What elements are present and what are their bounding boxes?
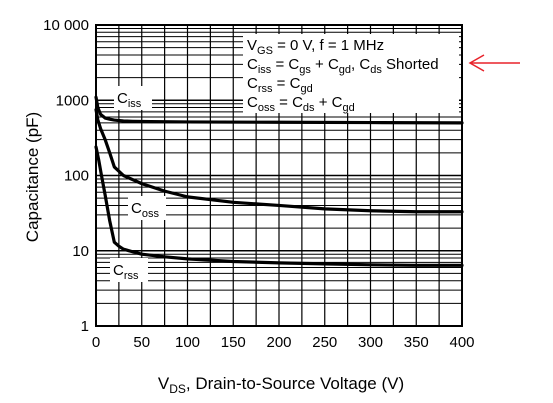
crss-label-bg [110, 258, 148, 282]
series-labels: Ciss Coss Crss [110, 86, 166, 282]
x-axis-label-rest: , Drain-to-Source Voltage (V) [186, 374, 404, 393]
x-tick-label: 200 [266, 334, 291, 351]
x-tick-label: 100 [175, 334, 200, 351]
y-tick-label: 1 [81, 318, 89, 335]
x-tick-label: 400 [449, 334, 474, 351]
y-tick-label: 10 000 [43, 17, 89, 34]
condition-line: VGS = 0 V, f = 1 MHz [247, 37, 384, 57]
coss-label: Coss [131, 200, 159, 220]
condition-line: Coss = Cds + Cgd [247, 94, 355, 114]
x-axis-label: VDS, Drain-to-Source Voltage (V) [158, 374, 404, 396]
y-axis-label: Capacitance (pF) [23, 112, 42, 242]
y-tick-label: 100 [64, 168, 89, 185]
ciss-label-bg [114, 86, 152, 110]
coss-line [94, 108, 464, 214]
y-tick-label: 10 [72, 243, 89, 260]
plot-frame [95, 24, 463, 327]
x-tick-label: 300 [358, 334, 383, 351]
series-lines [94, 95, 464, 267]
condition-line: Crss = Cgd [247, 75, 313, 95]
y-tick-label: 1000 [56, 92, 89, 109]
x-tick-label: 150 [221, 334, 246, 351]
ciss-label: Ciss [117, 90, 142, 110]
x-axis-label-sub: DS [169, 382, 186, 396]
annotation-arrow-head [468, 54, 485, 72]
x-axis-label-main: V [158, 374, 170, 393]
crss-label: Crss [113, 262, 139, 282]
conditions-bg [243, 34, 459, 113]
x-tick-label: 50 [133, 334, 150, 351]
ciss-line [94, 95, 464, 125]
condition-line: Ciss = Cgs + Cgd, Cds Shorted [247, 56, 439, 76]
annotation-arrow [468, 54, 520, 72]
x-tick-label: 250 [312, 334, 337, 351]
coss-label-bg [128, 196, 166, 220]
x-tick-label: 350 [404, 334, 429, 351]
crss-line [94, 145, 464, 267]
tick-labels: 0 50 100 150 200 250 300 350 400 1 10 100 1000 10 000 [43, 17, 474, 351]
x-tick-label: 0 [92, 334, 100, 351]
